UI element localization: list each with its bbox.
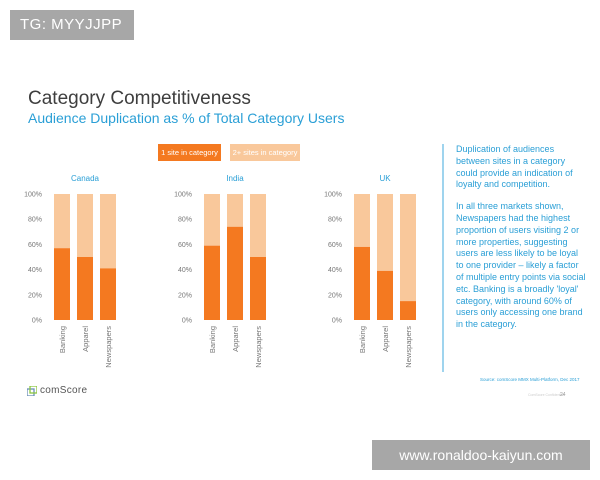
y-tick-label-canada: 100% xyxy=(24,192,42,199)
commentary-paragraph-1: Duplication of audiences between sites i… xyxy=(456,144,573,190)
bar-1site-canada-newspapers xyxy=(100,268,116,320)
bar-2plus-canada-apparel xyxy=(77,194,93,257)
category-label-india: Banking xyxy=(208,326,217,353)
legend-two-plus-sites: 2+ sites in category xyxy=(230,144,300,161)
bar-2plus-uk-banking xyxy=(354,194,370,247)
comscore-logo: comScore xyxy=(27,385,87,396)
bar-1site-india-apparel xyxy=(227,226,243,320)
category-label-canada: Newspapers xyxy=(104,326,113,368)
y-tick-label-uk: 100% xyxy=(324,192,342,199)
page-number: 24 xyxy=(560,392,566,398)
bar-2plus-canada-banking xyxy=(54,194,70,249)
y-tick-label-canada: 80% xyxy=(28,217,42,224)
category-label-canada: Banking xyxy=(58,326,67,353)
y-tick-label-india: 40% xyxy=(178,267,192,274)
category-label-india: Apparel xyxy=(231,326,240,352)
bar-2plus-uk-apparel xyxy=(377,194,393,271)
y-tick-label-india: 100% xyxy=(174,192,192,199)
comscore-logo-icon xyxy=(27,385,37,396)
page-subtitle: Audience Duplication as % of Total Categ… xyxy=(28,110,345,126)
bar-1site-canada-banking xyxy=(54,248,70,320)
category-label-india: Newspapers xyxy=(254,326,263,368)
confidential-label: ComScore Confidential xyxy=(528,393,564,397)
y-tick-label-uk: 20% xyxy=(328,292,342,299)
y-tick-label-uk: 0% xyxy=(332,318,342,325)
y-tick-label-canada: 40% xyxy=(28,267,42,274)
bar-1site-india-newspapers xyxy=(250,257,266,320)
bar-1site-india-banking xyxy=(204,245,220,320)
bar-1site-uk-newspapers xyxy=(400,301,416,320)
bar-2plus-india-banking xyxy=(204,194,220,246)
commentary-paragraph-2: In all three markets shown, Newspapers h… xyxy=(456,201,586,330)
chart-title-uk: UK xyxy=(379,174,391,183)
y-tick-label-uk: 60% xyxy=(328,242,342,249)
category-label-uk: Apparel xyxy=(381,326,390,352)
y-tick-label-uk: 40% xyxy=(328,267,342,274)
y-tick-label-india: 60% xyxy=(178,242,192,249)
category-label-canada: Apparel xyxy=(81,326,90,352)
bar-1site-uk-banking xyxy=(354,246,370,320)
y-tick-label-india: 80% xyxy=(178,217,192,224)
bar-2plus-canada-newspapers xyxy=(100,194,116,269)
bar-1site-uk-apparel xyxy=(377,270,393,320)
y-tick-label-india: 0% xyxy=(182,318,192,325)
bar-1site-canada-apparel xyxy=(77,257,93,320)
chart-title-canada: Canada xyxy=(71,174,100,183)
y-tick-label-india: 20% xyxy=(178,292,192,299)
chart-title-india: India xyxy=(226,174,244,183)
y-tick-label-canada: 20% xyxy=(28,292,42,299)
y-tick-label-uk: 80% xyxy=(328,217,342,224)
bar-2plus-india-apparel xyxy=(227,194,243,227)
source-note: Source: comScore MMX Multi-Platform, Dec… xyxy=(480,377,580,382)
bar-2plus-uk-newspapers xyxy=(400,194,416,302)
page-title: Category Competitiveness xyxy=(28,88,251,109)
watermark-tag-top: TG: MYYJJPP xyxy=(10,10,134,40)
bar-2plus-india-newspapers xyxy=(250,194,266,257)
legend-one-site: 1 site in category xyxy=(158,144,221,161)
watermark-tag-bottom: www.ronaldoo-kaiyun.com xyxy=(372,440,590,470)
category-label-uk: Banking xyxy=(358,326,367,353)
y-tick-label-canada: 60% xyxy=(28,242,42,249)
comscore-logo-text: comScore xyxy=(40,385,88,396)
category-label-uk: Newspapers xyxy=(404,326,413,368)
y-tick-label-canada: 0% xyxy=(32,318,42,325)
commentary-panel: Duplication of audiences between sites i… xyxy=(442,144,588,372)
